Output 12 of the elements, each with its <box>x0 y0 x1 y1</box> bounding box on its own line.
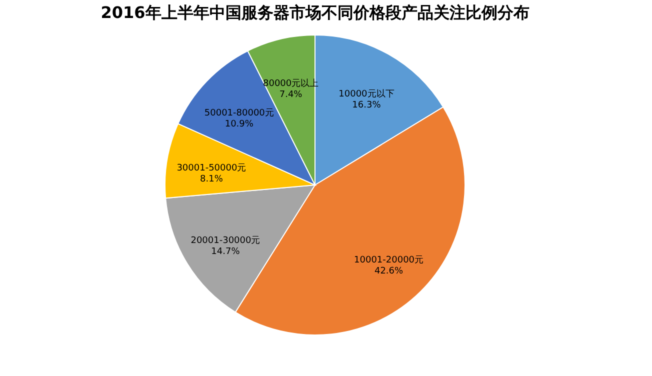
data-label: 7.4% <box>279 90 303 100</box>
data-label: 10.9% <box>224 119 254 130</box>
data-label: 14.7% <box>211 246 240 257</box>
slice-label: 50001-80000元 <box>204 107 274 118</box>
chart-title: 2016年上半年中国服务器市场不同价格段产品关注比例分布 <box>100 3 530 22</box>
slice-label: 30001-50000元 <box>176 162 246 174</box>
data-label: 42.6% <box>374 266 404 277</box>
slice-label: 10001-20000元 <box>354 254 424 266</box>
slice-label: 10000元以下 <box>338 88 394 100</box>
data-label: 8.1% <box>200 174 224 185</box>
slice-label: 20001-30000元 <box>190 234 260 246</box>
data-label: 16.3% <box>352 100 382 110</box>
